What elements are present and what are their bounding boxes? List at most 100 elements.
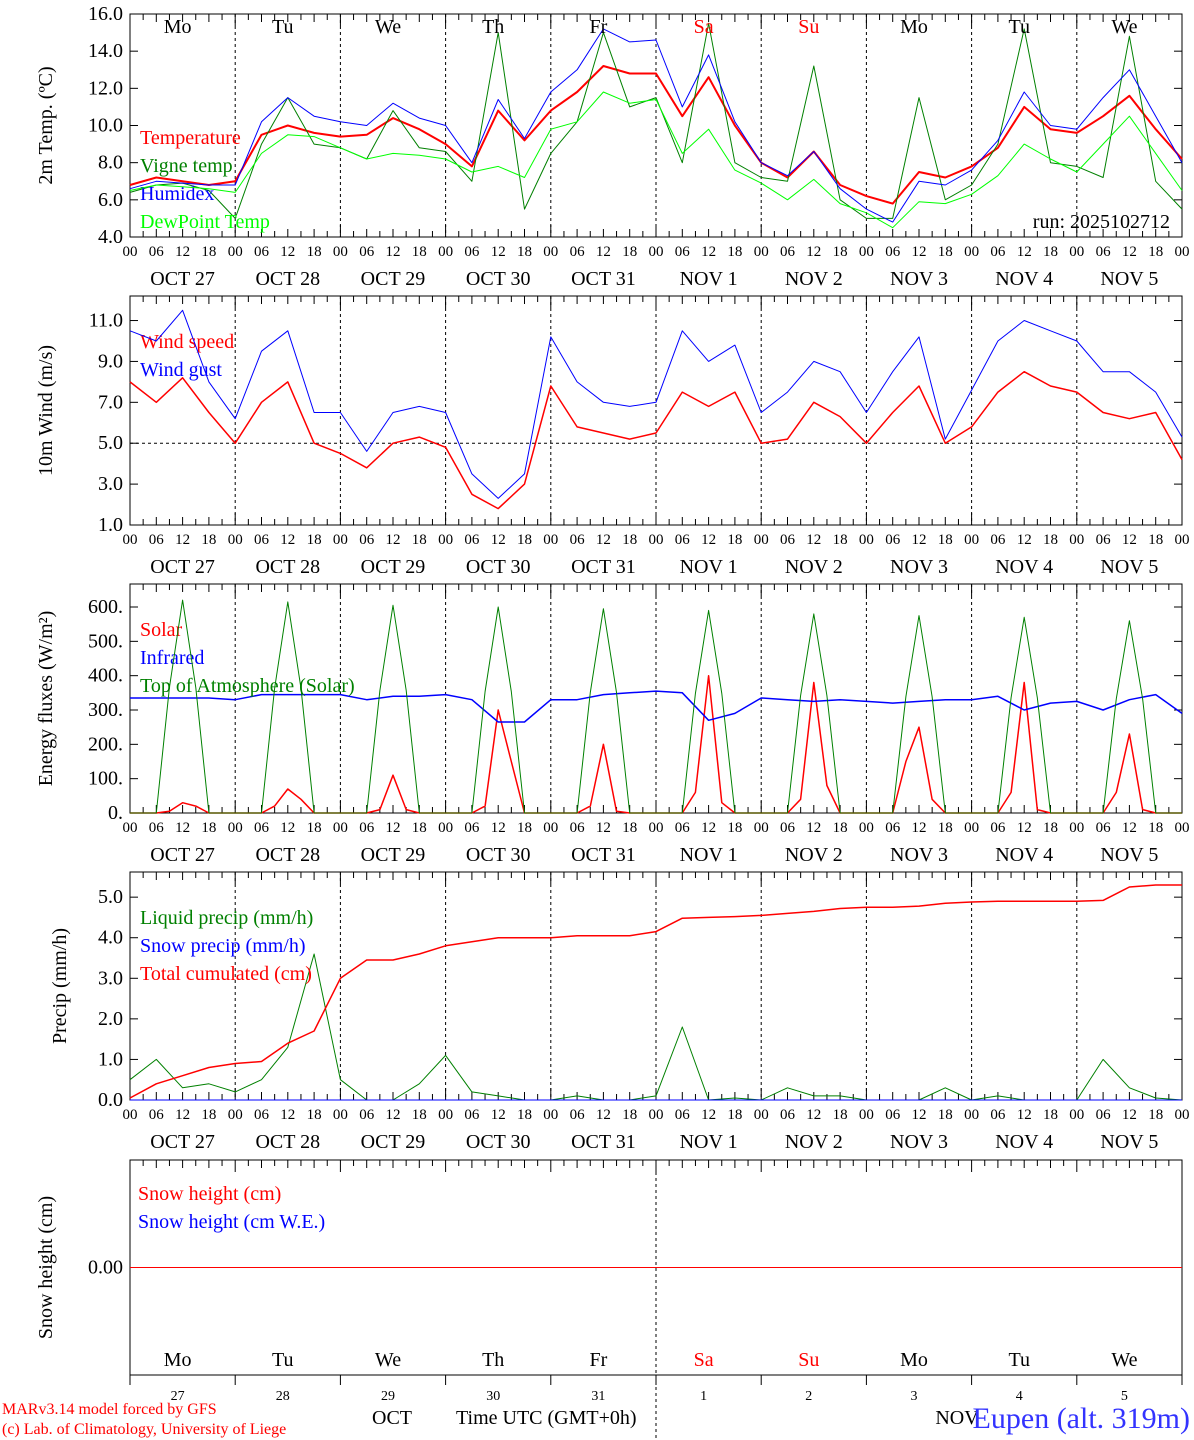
x-hour-label: 18 — [307, 820, 322, 836]
x-hour-label: 12 — [491, 1107, 506, 1123]
legend-entry: DewPoint Temp — [140, 211, 270, 233]
x-hour-label: 12 — [596, 532, 611, 548]
x-hour-label: 06 — [359, 532, 375, 548]
x-hour-label: 12 — [912, 532, 927, 548]
x-hour-label: 18 — [727, 820, 742, 836]
x-hour-label: 06 — [990, 1107, 1006, 1123]
x-hour-label: 18 — [517, 820, 532, 836]
y-tick-label: 1.0 — [98, 514, 123, 536]
x-date-label: OCT 27 — [150, 268, 215, 290]
y-tick-label: 500. — [88, 630, 123, 652]
x-date-label: OCT 30 — [466, 844, 531, 866]
x-hour-label: 18 — [833, 1107, 848, 1123]
x-hour-label: 12 — [386, 820, 401, 836]
x-hour-label: 18 — [201, 244, 216, 260]
x-hour-label: 06 — [570, 1107, 586, 1123]
x-hour-label: 18 — [412, 244, 427, 260]
x-hour-label: 00 — [859, 820, 874, 836]
x-hour-label: 12 — [806, 532, 821, 548]
x-hour-label: 18 — [727, 532, 742, 548]
x-hour-label: 06 — [254, 532, 270, 548]
x-hour-label: 06 — [675, 1107, 691, 1123]
x-date-label: OCT 28 — [255, 1131, 320, 1153]
y-axis-label: 2m Temp. (ºC) — [35, 66, 57, 184]
x-date-label: NOV 4 — [995, 1131, 1053, 1153]
x-hour-label: 00 — [964, 532, 979, 548]
y-tick-label: 8.0 — [98, 152, 123, 174]
x-hour-label: 12 — [701, 1107, 716, 1123]
y-tick-label: 12.0 — [88, 77, 123, 99]
x-hour-label: 12 — [386, 1107, 401, 1123]
x-hour-label: 06 — [464, 820, 480, 836]
x-hour-label: 06 — [885, 1107, 901, 1123]
x-hour-label: 12 — [912, 244, 927, 260]
x-hour-label: 06 — [570, 532, 586, 548]
x-hour-label: 06 — [464, 532, 480, 548]
x-date-label: NOV 1 — [680, 556, 738, 578]
x-hour-label: 06 — [885, 244, 901, 260]
x-hour-label: 12 — [806, 244, 821, 260]
weekday-label: Tu — [272, 16, 294, 38]
location-label: Eupen (alt. 319m) — [973, 1402, 1190, 1435]
x-hour-label: 06 — [675, 244, 691, 260]
month-label: NOV — [935, 1407, 979, 1429]
x-hour-label: 00 — [333, 244, 348, 260]
y-tick-label: 4.0 — [98, 226, 123, 248]
x-hour-label: 18 — [622, 532, 637, 548]
panel-1: 4.0 6.0 8.0 10.0 12.0 14.0 16.0 2m Temp. (ºC) Te… — [35, 3, 1190, 290]
x-hour-label: 18 — [1148, 820, 1163, 836]
panel-2: 1.0 3.0 5.0 7.0 9.0 11.0 10m Wind (m/s) Wind sp… — [35, 295, 1190, 578]
x-hour-label: 18 — [833, 244, 848, 260]
x-date-label: NOV 1 — [680, 1131, 738, 1153]
x-date-label: OCT 29 — [361, 556, 426, 578]
x-date-label: NOV 1 — [680, 844, 738, 866]
x-hour-label: 00 — [228, 820, 243, 836]
x-hour-label: 12 — [596, 244, 611, 260]
x-date-label: NOV 5 — [1100, 1131, 1158, 1153]
x-hour-label: 00 — [649, 244, 664, 260]
x-hour-label: 12 — [912, 820, 927, 836]
x-hour-label: 00 — [754, 244, 769, 260]
weekday-label: Mo — [164, 16, 192, 38]
x-hour-label: 00 — [754, 532, 769, 548]
x-date-label: OCT 30 — [466, 268, 531, 290]
x-date-label: OCT 28 — [255, 268, 320, 290]
y-tick-label: 400. — [88, 665, 123, 687]
x-date-label: NOV 2 — [785, 268, 843, 290]
x-hour-label: 12 — [1122, 1107, 1137, 1123]
x-hour-label: 18 — [201, 1107, 216, 1123]
x-hour-label: 06 — [780, 1107, 796, 1123]
legend-entry: Solar — [140, 619, 183, 641]
x-hour-label: 12 — [1122, 532, 1137, 548]
legend-entry: Wind gust — [140, 359, 222, 381]
x-hour-label: 00 — [754, 820, 769, 836]
x-hour-label: 12 — [280, 244, 295, 260]
x-hour-label: 00 — [228, 532, 243, 548]
x-hour-label: 00 — [228, 1107, 243, 1123]
x-hour-label: 18 — [622, 820, 637, 836]
x-hour-label: 12 — [806, 820, 821, 836]
x-hour-label: 06 — [990, 532, 1006, 548]
day-number-label: 4 — [1016, 1389, 1023, 1404]
series-line-wind-speed — [129, 370, 1183, 510]
x-hour-label: 18 — [412, 1107, 427, 1123]
series-line-temperature — [129, 65, 1183, 205]
day-number-label: 31 — [591, 1389, 605, 1404]
x-hour-label: 00 — [754, 1107, 769, 1123]
x-hour-label: 00 — [123, 244, 138, 260]
month-label: OCT — [372, 1407, 412, 1429]
y-tick-label: 0.00 — [88, 1257, 123, 1279]
x-hour-label: 00 — [123, 532, 138, 548]
x-date-label: OCT 29 — [361, 844, 426, 866]
x-date-label: OCT 28 — [255, 844, 320, 866]
x-hour-label: 06 — [885, 820, 901, 836]
x-hour-label: 12 — [701, 244, 716, 260]
x-hour-label: 12 — [175, 244, 190, 260]
legend-entry: Top of Atmosphere (Solar) — [140, 675, 355, 697]
x-hour-label: 00 — [649, 820, 664, 836]
y-axis-label: Energy fluxes (W/m²) — [35, 611, 57, 787]
x-hour-label: 18 — [727, 244, 742, 260]
x-hour-label: 06 — [780, 820, 796, 836]
weekday-label: Th — [482, 16, 504, 38]
weekday-label: Mo — [900, 1349, 928, 1371]
